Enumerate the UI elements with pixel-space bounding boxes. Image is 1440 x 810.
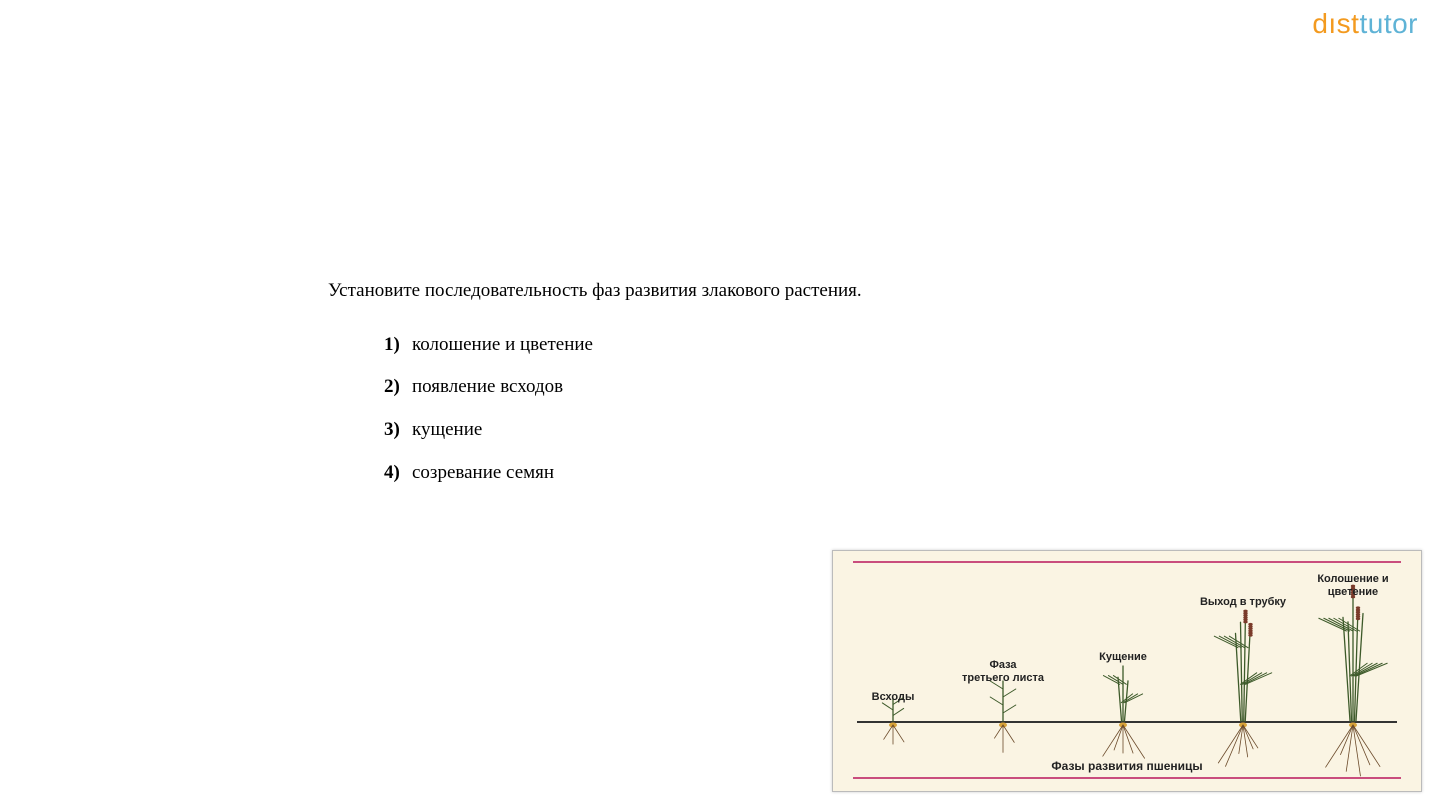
stage-label-text: Колошение и цветение — [1298, 573, 1408, 598]
stage-label-1: Фазатретьего листа — [948, 659, 1058, 688]
option-3: 3)кущение — [384, 418, 1028, 443]
option-label: колошение и цветение — [412, 334, 593, 355]
logo: dısttutor — [1312, 8, 1418, 40]
option-number: 3) — [384, 418, 412, 443]
wheat-phases-diagram: ВсходыФазатретьего листа Кущение Выход в т… — [833, 551, 1421, 791]
option-2: 2)появление всходов — [384, 375, 1028, 400]
stage-label-2: Кущение — [1068, 651, 1178, 668]
stage-label-text: Кущение — [1068, 651, 1178, 664]
logo-part1: dıst — [1312, 8, 1359, 39]
option-number: 1) — [384, 333, 412, 358]
stage-label-text: Выход в трубку — [1188, 596, 1298, 609]
diagram-caption: Фазы развития пшеницы — [833, 759, 1421, 773]
stage-label-text: Фазатретьего листа — [948, 659, 1058, 684]
page: dısttutor Установите последовательность … — [0, 0, 1440, 810]
question-block: Установите последовательность фаз развит… — [328, 278, 1028, 503]
option-label: кущение — [412, 419, 482, 440]
option-4: 4)созревание семян — [384, 461, 1028, 486]
stage-label-3: Выход в трубку — [1188, 596, 1298, 613]
stage-label-0: Всходы — [838, 691, 948, 708]
option-label: появление всходов — [412, 376, 563, 397]
question-prompt: Установите последовательность фаз развит… — [328, 278, 1028, 305]
logo-part2: tutor — [1359, 8, 1418, 39]
stage-label-text: Всходы — [838, 691, 948, 704]
stage-label-4: Колошение и цветение — [1298, 573, 1408, 602]
option-1: 1)колошение и цветение — [384, 333, 1028, 358]
option-number: 4) — [384, 461, 412, 486]
option-label: созревание семян — [412, 462, 554, 483]
option-number: 2) — [384, 375, 412, 400]
options-list: 1)колошение и цветение 2)появление всход… — [384, 333, 1028, 486]
diagram-container: ВсходыФазатретьего листа Кущение Выход в т… — [832, 550, 1422, 792]
